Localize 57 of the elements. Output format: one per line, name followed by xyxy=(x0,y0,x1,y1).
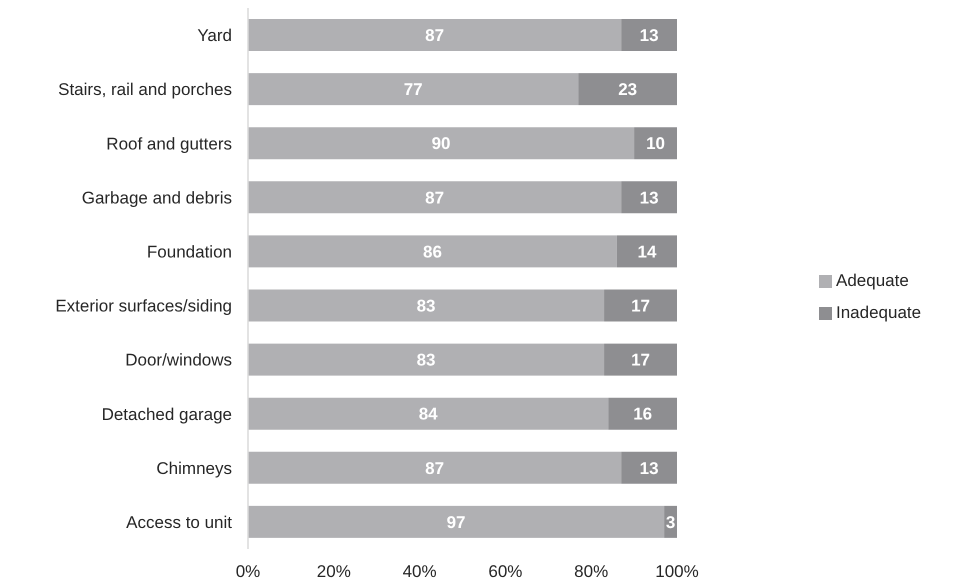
bar xyxy=(621,19,677,51)
bar xyxy=(604,344,677,376)
bar xyxy=(248,19,622,51)
bar xyxy=(604,290,677,322)
bar xyxy=(608,398,677,430)
y-tick-label: Chimneys xyxy=(156,458,232,478)
data-label: 83 xyxy=(416,296,436,316)
data-label: 13 xyxy=(640,188,659,208)
bar xyxy=(248,452,622,484)
x-tick-label: 60% xyxy=(488,562,522,582)
y-tick-label: Access to unit xyxy=(126,512,232,532)
data-label: 13 xyxy=(640,26,659,46)
data-label: 13 xyxy=(640,458,659,478)
x-tick-label: 20% xyxy=(316,562,351,582)
data-label: 83 xyxy=(416,350,436,370)
y-tick-label: Stairs, rail and porches xyxy=(58,80,232,100)
data-label: 86 xyxy=(423,242,442,262)
y-tick-label: Detached garage xyxy=(102,404,232,424)
data-label: 17 xyxy=(631,350,650,370)
legend-label: Inadequate xyxy=(836,303,922,322)
data-label: 10 xyxy=(646,134,666,154)
bar xyxy=(621,452,677,484)
data-label: 14 xyxy=(638,242,657,262)
bar xyxy=(634,127,677,160)
data-label: 87 xyxy=(425,188,444,208)
legend-label: Adequate xyxy=(836,271,909,290)
data-label: 87 xyxy=(425,26,444,46)
data-label: 90 xyxy=(432,134,451,154)
bar xyxy=(248,73,578,106)
bar xyxy=(248,127,634,160)
x-tick-label: 0% xyxy=(236,562,260,582)
data-label: 84 xyxy=(418,404,438,424)
y-tick-label: Roof and gutters xyxy=(106,134,232,154)
data-label: 97 xyxy=(446,512,466,532)
y-tick-label: Door/windows xyxy=(125,350,232,370)
y-tick-label: Yard xyxy=(197,26,232,46)
y-tick-label: Exterior surfaces/siding xyxy=(55,296,232,316)
bar xyxy=(248,344,604,376)
data-label: 23 xyxy=(618,80,638,100)
x-tick-label: 40% xyxy=(402,562,437,582)
y-tick-label: Foundation xyxy=(146,242,232,262)
data-label: 3 xyxy=(666,512,676,532)
data-label: 87 xyxy=(425,458,444,478)
bar xyxy=(621,181,677,214)
bar xyxy=(578,73,677,106)
bar xyxy=(248,290,604,322)
data-label: 17 xyxy=(631,296,650,316)
bar xyxy=(248,506,664,538)
x-tick-label: 80% xyxy=(574,562,608,582)
bar xyxy=(248,398,608,430)
bar xyxy=(248,235,617,268)
x-tick-label: 100% xyxy=(655,562,699,582)
bar xyxy=(616,235,677,268)
data-label: 77 xyxy=(404,80,423,100)
bar xyxy=(248,181,622,214)
data-label: 16 xyxy=(633,404,652,424)
y-tick-label: Garbage and debris xyxy=(82,188,232,208)
